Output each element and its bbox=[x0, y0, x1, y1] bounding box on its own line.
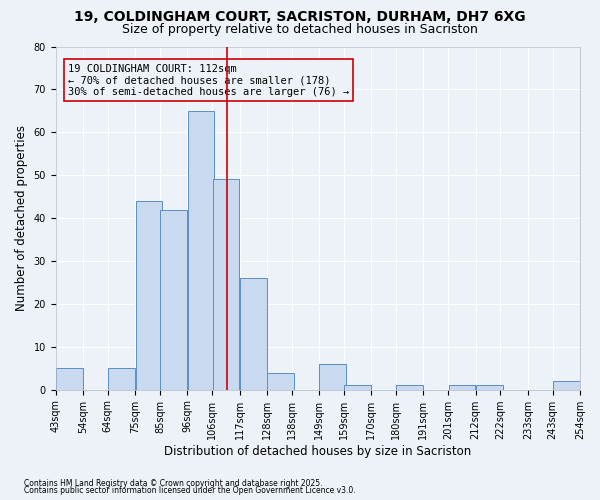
Bar bbox=[319, 364, 346, 390]
Bar bbox=[136, 201, 162, 390]
Bar bbox=[108, 368, 135, 390]
Bar bbox=[397, 386, 423, 390]
Bar bbox=[476, 386, 503, 390]
Y-axis label: Number of detached properties: Number of detached properties bbox=[15, 125, 28, 311]
Text: Contains HM Land Registry data © Crown copyright and database right 2025.: Contains HM Land Registry data © Crown c… bbox=[24, 478, 323, 488]
Bar bbox=[553, 381, 580, 390]
Bar bbox=[240, 278, 266, 390]
Bar bbox=[449, 386, 475, 390]
X-axis label: Distribution of detached houses by size in Sacriston: Distribution of detached houses by size … bbox=[164, 444, 472, 458]
Bar bbox=[344, 386, 371, 390]
Bar bbox=[212, 180, 239, 390]
Text: Size of property relative to detached houses in Sacriston: Size of property relative to detached ho… bbox=[122, 22, 478, 36]
Bar bbox=[56, 368, 83, 390]
Text: 19, COLDINGHAM COURT, SACRISTON, DURHAM, DH7 6XG: 19, COLDINGHAM COURT, SACRISTON, DURHAM,… bbox=[74, 10, 526, 24]
Text: 19 COLDINGHAM COURT: 112sqm
← 70% of detached houses are smaller (178)
30% of se: 19 COLDINGHAM COURT: 112sqm ← 70% of det… bbox=[68, 64, 349, 97]
Bar bbox=[160, 210, 187, 390]
Bar bbox=[267, 372, 294, 390]
Text: Contains public sector information licensed under the Open Government Licence v3: Contains public sector information licen… bbox=[24, 486, 356, 495]
Bar bbox=[188, 111, 214, 390]
